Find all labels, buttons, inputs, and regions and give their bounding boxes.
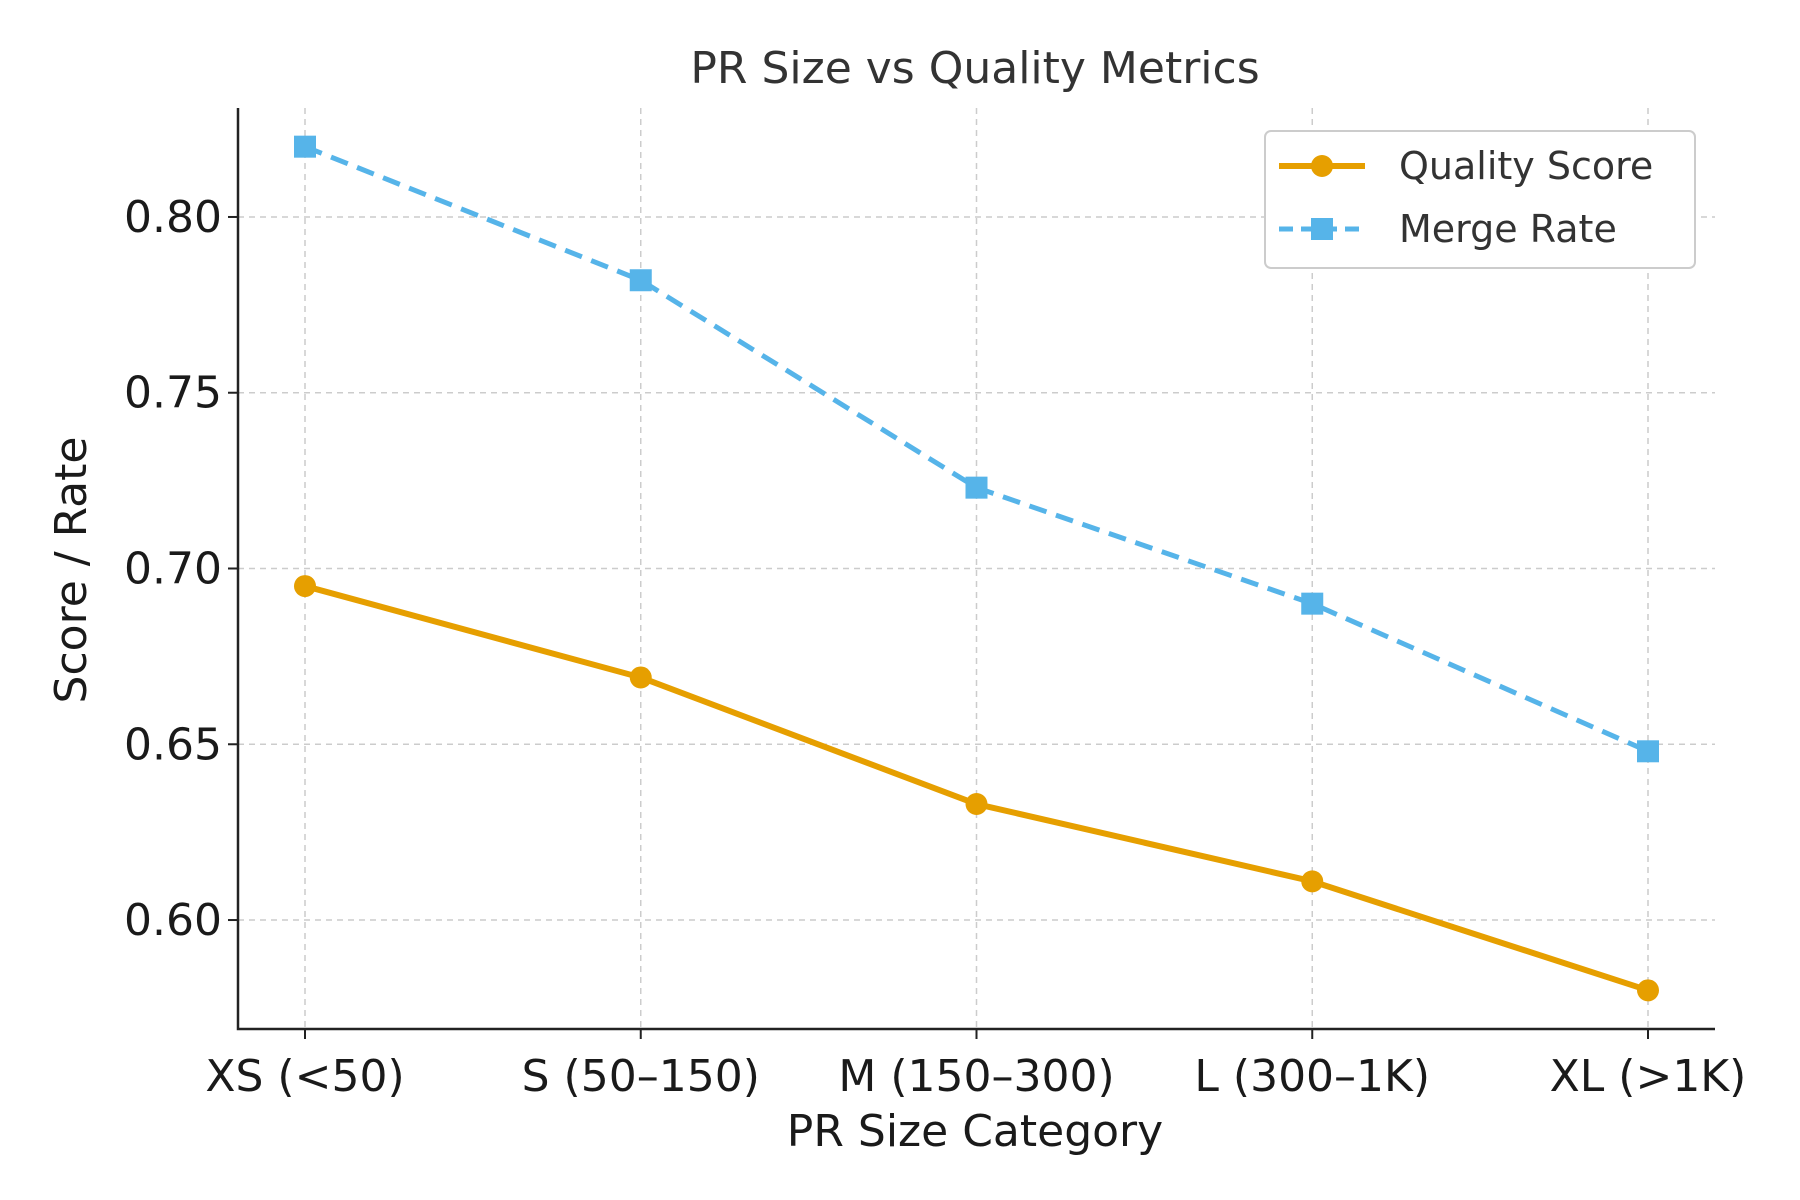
legend: Quality Score Merge Rate <box>1264 130 1696 269</box>
data-point <box>294 575 316 598</box>
data-point <box>965 476 988 499</box>
y-tick-label: 0.70 <box>124 544 222 595</box>
series-line-1 <box>304 144 1650 754</box>
y-axis-title: Score / Rate <box>46 437 97 704</box>
x-tick-label: XL (>1K) <box>1550 1051 1747 1102</box>
y-tick-label: 0.75 <box>124 368 222 419</box>
x-tick-label: XS (<50) <box>205 1051 404 1102</box>
series-line-0 <box>302 583 1651 994</box>
data-point <box>629 269 652 292</box>
data-point <box>1301 592 1324 615</box>
data-point <box>1637 979 1659 1002</box>
x-axis-title: PR Size Category <box>787 1106 1163 1157</box>
series <box>294 135 1659 1002</box>
axis-spines <box>236 108 1715 1031</box>
x-tick-label: S (50–150) <box>522 1051 760 1102</box>
data-point <box>294 135 316 158</box>
data-point <box>965 793 988 816</box>
legend-box <box>1264 130 1696 269</box>
chart-title: PR Size vs Quality Metrics <box>690 43 1259 94</box>
grid <box>238 108 1715 1029</box>
legend-label: Quality Score <box>1399 144 1653 188</box>
axes <box>228 108 1715 1039</box>
y-tick-label: 0.65 <box>124 719 222 770</box>
legend-label: Merge Rate <box>1399 207 1617 251</box>
x-tick-label: M (150–300) <box>838 1051 1114 1102</box>
legend-marker <box>1311 155 1333 177</box>
y-tick-label: 0.80 <box>124 192 222 243</box>
tick-labels: XS (<50) S (50–150) M (150–300) L (300–1K) X… <box>124 192 1746 1102</box>
legend-marker <box>1311 218 1333 240</box>
data-point <box>1301 870 1324 893</box>
y-tick-label: 0.60 <box>124 895 222 946</box>
x-tick-label: L (300–1K) <box>1194 1051 1430 1102</box>
data-point <box>629 666 652 689</box>
data-point <box>1637 740 1659 763</box>
